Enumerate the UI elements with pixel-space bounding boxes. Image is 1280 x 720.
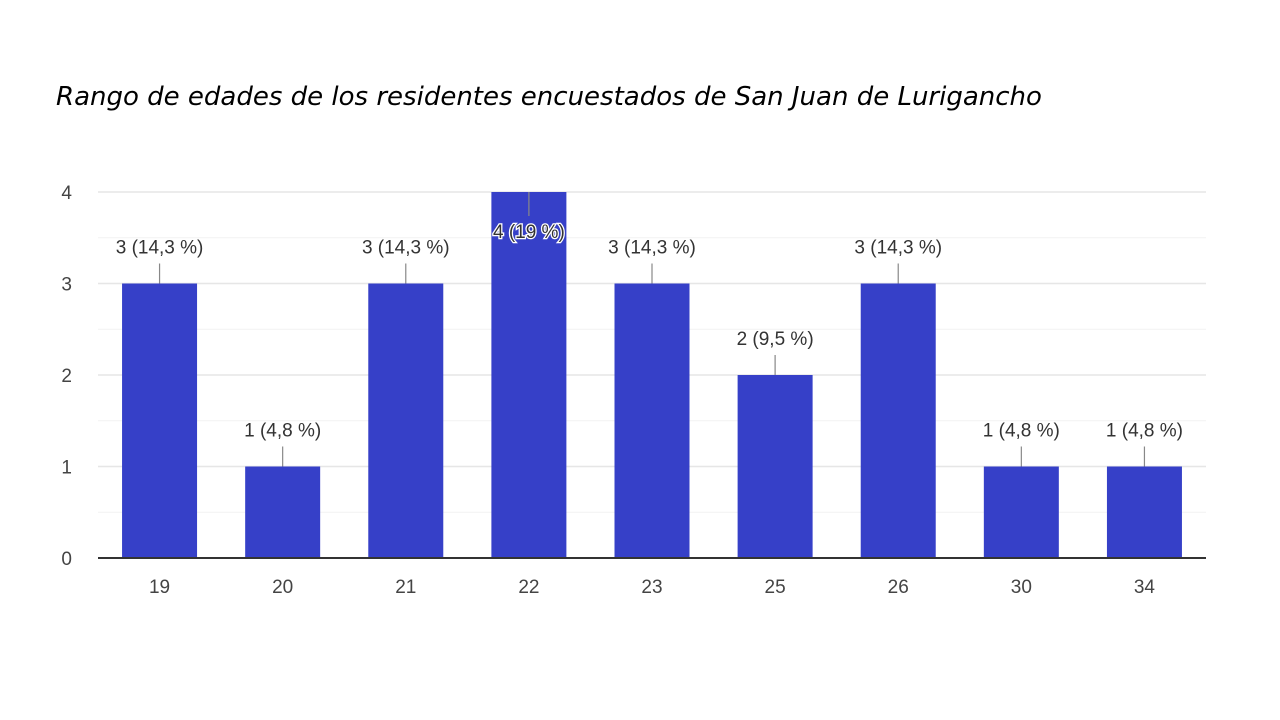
y-tick-label: 4 [61,183,72,204]
data-label: 4 (19 %) [493,222,565,243]
x-tick-label: 23 [641,577,662,598]
y-tick-label: 0 [61,549,72,570]
bar [122,283,198,558]
data-label: 3 (14,3 %) [854,238,942,259]
data-label: 1 (4,8 %) [1106,421,1183,442]
x-tick-label: 34 [1134,577,1156,598]
data-label: 2 (9,5 %) [737,329,814,350]
x-tick-label: 21 [395,577,416,598]
bar [860,283,936,558]
x-tick-label: 30 [1011,577,1032,598]
y-tick-label: 1 [61,458,72,479]
data-labels: 3 (14,3 %) 1 (4,8 %) 3 (14,3 %) 4 (19 %) 3 (… [116,192,1183,467]
bar [491,192,567,558]
x-tick-label: 20 [272,577,293,598]
chart-title: Rango de edades de los residentes encues… [56,82,1042,112]
y-tick-label: 3 [61,275,72,296]
bar [368,283,444,558]
bars [122,192,1182,558]
data-label: 3 (14,3 %) [362,238,450,259]
data-label: 1 (4,8 %) [983,421,1060,442]
bar [983,466,1059,558]
data-label: 3 (14,3 %) [116,238,204,259]
data-label: 1 (4,8 %) [244,421,321,442]
x-tick-label: 25 [765,577,786,598]
bar [614,283,690,558]
bar [245,466,321,558]
bar [1106,466,1182,558]
bar [737,375,813,558]
x-tick-label: 26 [888,577,909,598]
y-tick-label: 2 [61,366,72,387]
x-tick-label: 19 [149,577,170,598]
x-tick-label: 22 [518,577,539,598]
data-label: 3 (14,3 %) [608,238,696,259]
